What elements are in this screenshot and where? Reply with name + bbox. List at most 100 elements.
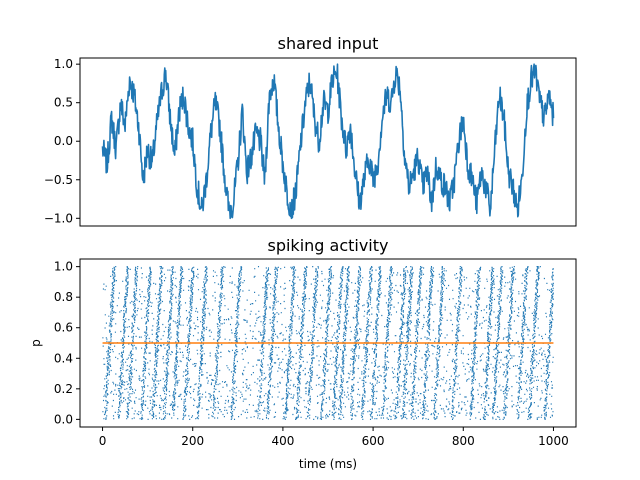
spike-row [109, 346, 550, 349]
spike-row [110, 339, 552, 341]
spike-row [108, 348, 523, 350]
spike-row [111, 312, 553, 314]
spike-row [109, 358, 547, 360]
spike-row [106, 389, 547, 391]
spike-row [104, 378, 532, 380]
spike-row [106, 409, 545, 411]
spike-row [107, 369, 547, 372]
spike-row [125, 286, 502, 288]
spike-row [107, 347, 551, 349]
spiking-activity-axes: spiking activity 0.0 0.2 0.4 0.6 0.8 1.0 0 200… [29, 236, 577, 471]
spike-row [111, 300, 552, 302]
spike-row [110, 333, 553, 335]
spike-row [130, 371, 533, 373]
spike-row [110, 294, 553, 296]
spike-row [118, 409, 546, 411]
spike-row [106, 387, 554, 389]
spike-row [109, 329, 551, 331]
spike-row [106, 338, 551, 340]
spike-row [108, 341, 535, 343]
x-tick-label: 800 [452, 434, 475, 448]
spike-row [112, 271, 554, 273]
y-tick-label: −0.5 [44, 173, 73, 187]
spike-row [102, 288, 553, 290]
spike-row [111, 314, 552, 317]
spike-row [113, 293, 554, 295]
spike-row [123, 304, 554, 306]
spike-row [112, 268, 554, 270]
spike-row [111, 319, 554, 321]
spike-row [108, 325, 553, 327]
spike-row [105, 410, 545, 412]
spike-row [113, 290, 553, 292]
spike-row [106, 351, 550, 353]
spike-row [102, 411, 554, 413]
spike-row [107, 353, 546, 356]
spike-row [105, 384, 553, 386]
spike-row [104, 411, 547, 413]
spike-row [125, 298, 554, 300]
spike-row [106, 357, 549, 359]
spike-row [107, 354, 551, 356]
spike-row [112, 300, 517, 303]
spike-row [110, 344, 549, 346]
y-tick-label: 0.0 [54, 412, 73, 426]
spike-row [102, 345, 551, 347]
spike-row [106, 402, 548, 404]
spiking-activity-y-ticks: 0.0 0.2 0.4 0.6 0.8 1.0 [54, 260, 80, 426]
spike-row [124, 326, 552, 328]
spike-row [131, 328, 512, 330]
spike-row [106, 381, 553, 383]
spike-row [114, 280, 537, 282]
spike-row [112, 277, 545, 280]
spike-row [106, 365, 549, 367]
spike-row [103, 358, 532, 360]
spike-row [111, 317, 535, 319]
spike-row [103, 413, 547, 416]
y-tick-label: 0.2 [54, 382, 73, 396]
spike-row [120, 380, 543, 382]
spike-row [110, 349, 549, 351]
spike-row [106, 407, 550, 409]
spike-row [108, 367, 548, 370]
spike-row [107, 374, 550, 376]
spike-row [113, 279, 554, 281]
spiking-activity-title: spiking activity [267, 236, 388, 255]
x-tick-label: 0 [99, 434, 107, 448]
spike-row [112, 275, 554, 277]
spike-row [114, 272, 554, 274]
y-tick-label: 0.4 [54, 351, 73, 365]
spike-row [111, 291, 552, 293]
shared-input-title: shared input [278, 34, 379, 53]
spike-row [105, 400, 547, 402]
spike-row [107, 350, 551, 352]
spike-row [127, 412, 547, 414]
spike-row [127, 404, 532, 406]
spike-row [119, 382, 547, 384]
spike-row [104, 289, 552, 291]
x-tick-label: 1000 [538, 434, 569, 448]
spike-row [122, 316, 537, 319]
spike-row [106, 404, 547, 406]
spike-row [108, 356, 554, 358]
spike-row [110, 313, 552, 315]
spike-row [111, 305, 554, 307]
spike-row [112, 270, 538, 272]
spike-row [110, 320, 537, 322]
spike-row [104, 406, 546, 409]
spike-row [105, 391, 519, 393]
spike-row [105, 417, 546, 419]
spike-row [107, 353, 536, 355]
spike-row [113, 267, 540, 269]
spike-row [110, 301, 552, 303]
spike-row [113, 266, 539, 268]
spike-row [108, 370, 548, 372]
spike-row [114, 268, 554, 270]
spike-row [103, 385, 549, 387]
y-tick-label: 1.0 [54, 57, 73, 71]
spike-row [105, 285, 554, 287]
spike-row [118, 395, 533, 397]
spike-row [106, 393, 547, 395]
spike-row [110, 326, 551, 328]
y-tick-label: 0.5 [54, 96, 73, 110]
